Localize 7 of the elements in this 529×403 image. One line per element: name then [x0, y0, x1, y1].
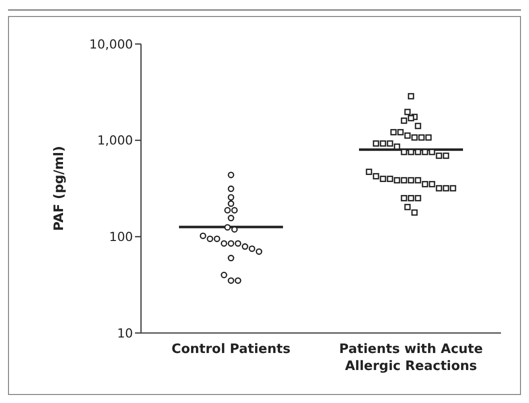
x-tick-label: Control Patients — [172, 342, 291, 357]
y-axis-title: PAF (pg/ml) — [52, 146, 67, 232]
y-tick-label: 1,000 — [97, 132, 134, 148]
y-tick-label: 100 — [109, 229, 134, 244]
x-tick-label: Patients with Acute Allergic Reactions — [339, 342, 484, 374]
y-tick-label: 10 — [117, 325, 134, 340]
y-tick-label: 10,000 — [89, 36, 134, 52]
